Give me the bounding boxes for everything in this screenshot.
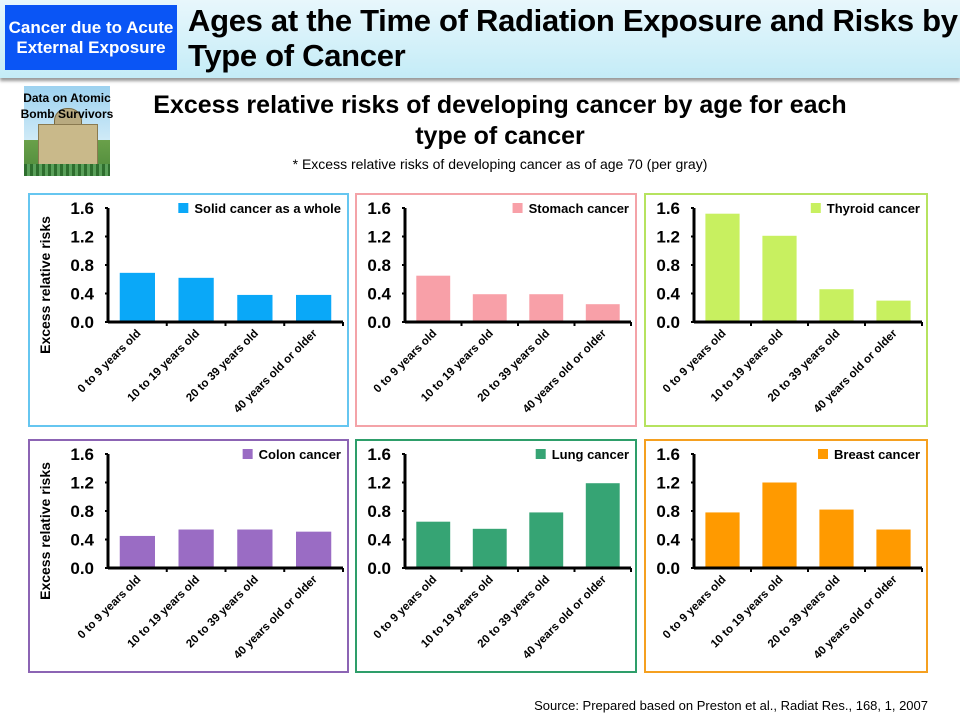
bar <box>296 294 332 322</box>
y-tick-label: 0.0 <box>367 559 391 578</box>
y-tick-label: 0.8 <box>656 256 680 275</box>
legend-label: Stomach cancer <box>529 201 629 216</box>
y-tick-label: 0.8 <box>70 256 94 275</box>
bar <box>472 294 507 322</box>
chart-panel: 0.0 0.4 0.8 1.2 1.6 0 to 9 years old 10 to 19 … <box>644 193 928 427</box>
bar <box>237 294 273 322</box>
photo-label: Data on Atomic Bomb Survivors <box>20 91 114 121</box>
legend-label: Lung cancer <box>552 447 629 462</box>
y-tick-label: 0.0 <box>656 313 680 332</box>
bar <box>119 272 155 322</box>
y-tick-label: 0.4 <box>70 531 94 550</box>
y-tick-label: 0.4 <box>656 285 680 304</box>
y-tick-label: 0.4 <box>367 285 391 304</box>
y-tick-label: 0.8 <box>656 502 680 521</box>
y-tick-label: 1.2 <box>70 474 94 493</box>
y-axis-label: Excess relative risks <box>37 216 53 354</box>
y-tick-label: 1.6 <box>656 199 680 218</box>
x-tick-label: 0 to 9 years old <box>76 328 144 396</box>
bar-chart: Excess relative risks 0.0 0.4 0.8 1.2 1.6 0 to… <box>37 199 344 416</box>
y-tick-label: 0.0 <box>70 559 94 578</box>
y-tick-label: 1.2 <box>656 474 680 493</box>
y-tick-label: 1.6 <box>367 445 391 464</box>
atomic-bomb-dome-image: Data on Atomic Bomb Survivors <box>21 86 113 176</box>
y-tick-label: 0.0 <box>70 313 94 332</box>
chart-panel: 0.0 0.4 0.8 1.2 1.6 0 to 9 years old 10 to 19 … <box>355 439 637 673</box>
y-tick-label: 0.8 <box>70 502 94 521</box>
legend-label: Colon cancer <box>259 447 341 462</box>
bar <box>178 529 214 568</box>
y-tick-label: 1.2 <box>656 228 680 247</box>
legend-swatch <box>535 449 546 459</box>
y-tick-label: 0.8 <box>367 502 391 521</box>
bar <box>705 213 740 322</box>
bar <box>529 294 564 322</box>
legend-label: Thyroid cancer <box>827 201 920 216</box>
y-tick-label: 1.2 <box>70 228 94 247</box>
bar <box>119 535 155 568</box>
y-tick-label: 0.0 <box>367 313 391 332</box>
bar-chart: Excess relative risks 0.0 0.4 0.8 1.2 1.6 0 to… <box>37 445 344 662</box>
chart-panel: Excess relative risks 0.0 0.4 0.8 1.2 1.6 0 to… <box>28 193 349 427</box>
y-tick-label: 1.6 <box>656 445 680 464</box>
bar <box>819 289 854 322</box>
chart-panel: 0.0 0.4 0.8 1.2 1.6 0 to 9 years old 10 to 19 … <box>355 193 637 427</box>
bar <box>585 483 620 568</box>
source-note: Source: Prepared based on Preston et al.… <box>534 698 928 713</box>
bar <box>237 529 273 568</box>
legend-swatch <box>242 449 253 459</box>
y-tick-label: 1.6 <box>70 445 94 464</box>
building-shape <box>38 124 98 166</box>
y-tick-label: 1.6 <box>367 199 391 218</box>
legend-label: Breast cancer <box>834 447 920 462</box>
bar <box>296 531 332 568</box>
bar <box>819 509 854 568</box>
chart-panel: Excess relative risks 0.0 0.4 0.8 1.2 1.6 0 to… <box>28 439 349 673</box>
bar <box>416 521 451 568</box>
section-tag: Cancer due to Acute External Exposure <box>5 5 177 70</box>
bar <box>876 300 911 322</box>
bar <box>585 304 620 322</box>
bar <box>472 528 507 568</box>
bar <box>762 482 797 568</box>
chart-note: * Excess relative risks of developing ca… <box>292 156 708 172</box>
x-tick-label: 0 to 9 years old <box>76 574 144 642</box>
bar <box>529 512 564 568</box>
legend-label: Solid cancer as a whole <box>194 201 341 216</box>
y-tick-label: 1.2 <box>367 474 391 493</box>
legend-swatch <box>810 203 821 213</box>
chart-subtitle: Excess relative risks of developing canc… <box>153 91 847 150</box>
slide-title: Ages at the Time of Radiation Exposure a… <box>188 3 958 73</box>
legend-swatch <box>178 203 189 213</box>
bar <box>178 277 214 322</box>
fence-shape <box>24 164 110 176</box>
y-tick-label: 0.4 <box>70 285 94 304</box>
chart-panel: 0.0 0.4 0.8 1.2 1.6 0 to 9 years old 10 to 19 … <box>644 439 928 673</box>
y-tick-label: 0.0 <box>656 559 680 578</box>
y-tick-label: 0.4 <box>656 531 680 550</box>
section-tag-text: Cancer due to Acute External Exposure <box>8 17 174 57</box>
legend-swatch <box>512 203 523 213</box>
y-axis-label: Excess relative risks <box>37 462 53 600</box>
y-tick-label: 0.8 <box>367 256 391 275</box>
y-tick-label: 1.6 <box>70 199 94 218</box>
bar <box>762 235 797 322</box>
bar <box>876 529 911 568</box>
bar <box>705 512 740 568</box>
bar <box>416 275 451 322</box>
legend-swatch <box>818 449 828 459</box>
header-band: Cancer due to Acute External Exposure Ag… <box>0 0 960 78</box>
y-tick-label: 1.2 <box>367 228 391 247</box>
y-tick-label: 0.4 <box>367 531 391 550</box>
